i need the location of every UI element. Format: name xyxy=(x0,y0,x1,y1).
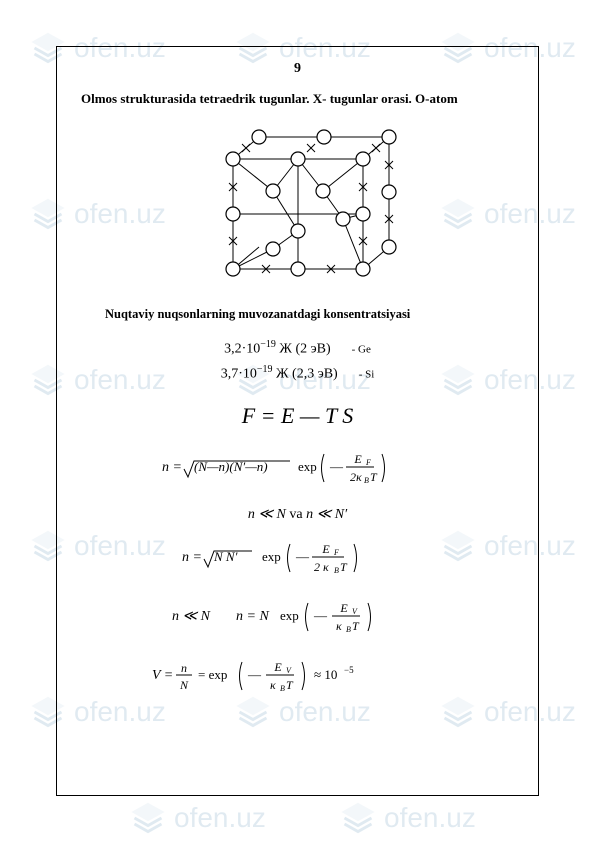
svg-text:T: T xyxy=(370,470,378,484)
svg-text:T: T xyxy=(340,560,348,574)
watermark: ofen.uz xyxy=(340,800,476,836)
svg-text:E: E xyxy=(353,452,362,466)
svg-text:n =: n = xyxy=(162,460,182,475)
svg-text:B: B xyxy=(334,566,339,575)
svg-text:E: E xyxy=(273,660,282,674)
svg-text:—: — xyxy=(295,549,310,564)
equation-2: n = N N′ exp — EF 2 κ B T xyxy=(81,537,514,582)
svg-text:—: — xyxy=(313,608,328,623)
value-table: 3,2·10−19 Ж (2 эВ) - Ge3,7·10−19 Ж (2,3 … xyxy=(81,336,514,387)
crystal-diagram xyxy=(81,119,514,289)
svg-text:exp: exp xyxy=(280,608,299,623)
svg-text:F: F xyxy=(333,548,339,557)
cond-mid: va xyxy=(286,507,306,522)
svg-text:—: — xyxy=(247,667,262,682)
cond-a: n ≪ N xyxy=(248,507,286,522)
equation-3: n ≪ N n = N exp — EVκBT xyxy=(81,596,514,641)
svg-text:≈ 10: ≈ 10 xyxy=(314,667,337,682)
svg-text:2 κ: 2 κ xyxy=(314,560,329,574)
svg-text:2κ: 2κ xyxy=(350,470,362,484)
svg-text:−5: −5 xyxy=(344,665,354,675)
page-title: Olmos strukturasida tetraedrik tugunlar.… xyxy=(81,91,514,107)
svg-text:n: n xyxy=(181,661,187,675)
svg-text:exp: exp xyxy=(298,459,317,474)
equation-1: n = (N—n)(N′—n) exp — EF2κBT xyxy=(81,447,514,492)
svg-text:n = N: n = N xyxy=(236,609,269,624)
svg-text:E: E xyxy=(321,542,330,556)
svg-text:κ: κ xyxy=(270,678,276,692)
condition-line: n ≪ N va n ≪ N′ xyxy=(81,506,514,523)
watermark: ofen.uz xyxy=(130,800,266,836)
svg-text:exp: exp xyxy=(262,549,281,564)
svg-text:—: — xyxy=(329,459,344,474)
svg-text:V: V xyxy=(352,607,358,616)
value-row: 3,7·10−19 Ж (2,3 эВ) - Si xyxy=(81,361,514,386)
section-subtitle: Nuqtaviy nuqsonlarning muvozanatdagi kon… xyxy=(105,307,514,322)
svg-text:B: B xyxy=(346,625,351,634)
page-number: 9 xyxy=(81,61,514,77)
svg-text:N N′: N N′ xyxy=(213,549,238,564)
svg-text:T: T xyxy=(352,619,360,633)
svg-text:B: B xyxy=(364,476,369,485)
equation-free-energy: F = E — T S xyxy=(81,403,514,429)
svg-text:(N—n)(N′—n): (N—n)(N′—n) xyxy=(194,459,268,474)
svg-text:= exp: = exp xyxy=(198,667,227,682)
svg-text:F: F xyxy=(365,458,371,467)
equation-4: V = nN = exp — EVκBT ≈ 10 −5 xyxy=(81,655,514,700)
svg-text:T: T xyxy=(286,678,294,692)
svg-text:κ: κ xyxy=(336,619,342,633)
svg-text:B: B xyxy=(280,684,285,693)
svg-text:N: N xyxy=(178,678,188,692)
value-row: 3,2·10−19 Ж (2 эВ) - Ge xyxy=(81,336,514,361)
svg-text:E: E xyxy=(339,601,348,615)
svg-text:n =: n = xyxy=(182,550,202,565)
svg-text:V =: V = xyxy=(152,668,173,683)
cond-b: n ≪ N′ xyxy=(306,507,347,522)
svg-text:V: V xyxy=(286,666,292,675)
page-frame: 9 Olmos strukturasida tetraedrik tugunla… xyxy=(56,46,539,796)
svg-text:n ≪ N: n ≪ N xyxy=(172,609,211,624)
